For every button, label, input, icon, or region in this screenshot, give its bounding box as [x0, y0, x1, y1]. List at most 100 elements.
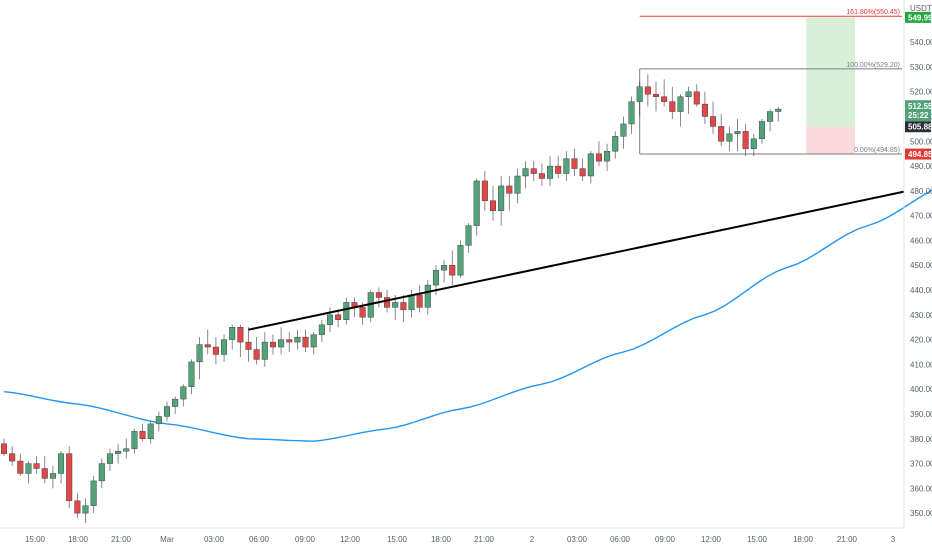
candle-up [408, 294, 415, 311]
candle-down [1, 443, 7, 454]
price-tick-label: 350.00 [910, 509, 932, 518]
candle-up [685, 91, 692, 97]
candle-down [9, 453, 16, 462]
price-tick-label: 440.00 [910, 286, 932, 295]
price-tick-label: 370.00 [910, 460, 932, 469]
candle-up [221, 339, 228, 355]
candle-up [604, 151, 611, 162]
candle-down [204, 344, 211, 348]
time-tick-label: 18:00 [793, 535, 814, 544]
target-price-badge: 549.99 [908, 13, 932, 22]
price-tick-label: 540.00 [910, 38, 932, 47]
fib-level-label: 100.00%(529.20) [846, 62, 900, 69]
candle-up [726, 133, 733, 142]
candle-up [498, 185, 505, 211]
time-tick-label: 3 [891, 535, 896, 544]
price-tick-label: 400.00 [910, 385, 932, 394]
candle-up [188, 361, 195, 387]
candle-up [758, 121, 765, 140]
candle-down [384, 297, 391, 308]
time-tick-label: 21:00 [474, 535, 495, 544]
candle-up [522, 168, 529, 177]
stop-zone [806, 126, 855, 155]
price-tick-label: 480.00 [910, 187, 932, 196]
entry-price-badge-bg [905, 121, 931, 133]
candle-down [530, 168, 537, 174]
candle-up [163, 406, 170, 417]
candle-up [514, 175, 521, 194]
candle-down [579, 168, 586, 177]
time-tick-label: 15:00 [25, 535, 46, 544]
candle-up [587, 153, 594, 177]
candle-up [767, 111, 774, 122]
candle-up [82, 505, 89, 514]
bar-countdown-label: 25:22 [908, 111, 929, 120]
price-tick-label: 530.00 [910, 63, 932, 72]
candle-down [701, 103, 708, 117]
candle-down [74, 500, 81, 514]
candle-up [327, 314, 334, 325]
time-tick-label: 09:00 [655, 535, 676, 544]
candle-down [359, 307, 366, 318]
candle-down [669, 101, 676, 112]
candle-down [269, 341, 276, 348]
target-price-badge-bg [905, 11, 931, 23]
fib-level-label: 161.80%(550.45) [846, 9, 900, 16]
candle-up [58, 453, 65, 474]
last-price-label: 512.55 [908, 102, 932, 111]
candle-up [131, 431, 138, 449]
price-tick-label: 380.00 [910, 435, 932, 444]
candle-up [123, 448, 130, 452]
candle-down [400, 302, 407, 311]
currency-label: USDT [910, 4, 932, 13]
candle-up [25, 463, 32, 474]
candle-down [416, 294, 423, 308]
fib-level-label: 0.00%(494.85) [854, 147, 900, 154]
time-tick-label: Mar [160, 535, 174, 544]
time-tick-label: 03:00 [567, 535, 588, 544]
last-price-badge-bg [905, 100, 931, 122]
candle-down [693, 91, 700, 105]
candle-up [180, 386, 187, 400]
price-tick-label: 360.00 [910, 484, 932, 493]
candle-up [343, 302, 350, 320]
price-tick-label: 450.00 [910, 261, 932, 270]
candle-up [775, 108, 782, 112]
candle-down [237, 327, 244, 343]
candle-down [718, 126, 725, 142]
time-tick-label: 12:00 [701, 535, 722, 544]
time-tick-label: 12:00 [340, 535, 361, 544]
candle-up [115, 450, 122, 454]
candle-up [677, 96, 684, 112]
candle-up [628, 101, 635, 125]
candle-down [661, 96, 668, 102]
candle-up [563, 158, 570, 174]
candle-up [750, 138, 757, 149]
candle-down [33, 463, 40, 469]
candle-up [620, 123, 627, 137]
candle-up [636, 86, 643, 102]
candle-up [310, 334, 317, 348]
candle-down [41, 468, 48, 479]
candle-down [302, 336, 309, 348]
trendline [248, 190, 905, 331]
price-tick-label: 390.00 [910, 410, 932, 419]
candle-up [278, 339, 285, 348]
candle-up [98, 463, 105, 482]
time-tick-label: 18:00 [431, 535, 452, 544]
candle-up [229, 327, 236, 340]
candle-down [710, 116, 717, 127]
candle-down [653, 93, 660, 97]
price-tick-label: 410.00 [910, 360, 932, 369]
price-tick-label: 420.00 [910, 336, 932, 345]
time-tick-label: 18:00 [68, 535, 89, 544]
time-tick-label: 06:00 [610, 535, 631, 544]
candle-down [139, 431, 146, 439]
stop-price-badge-bg [905, 148, 931, 160]
time-tick-label: 2 [530, 535, 535, 544]
price-tick-label: 460.00 [910, 236, 932, 245]
candle-down [286, 339, 293, 343]
candle-up [547, 165, 554, 179]
